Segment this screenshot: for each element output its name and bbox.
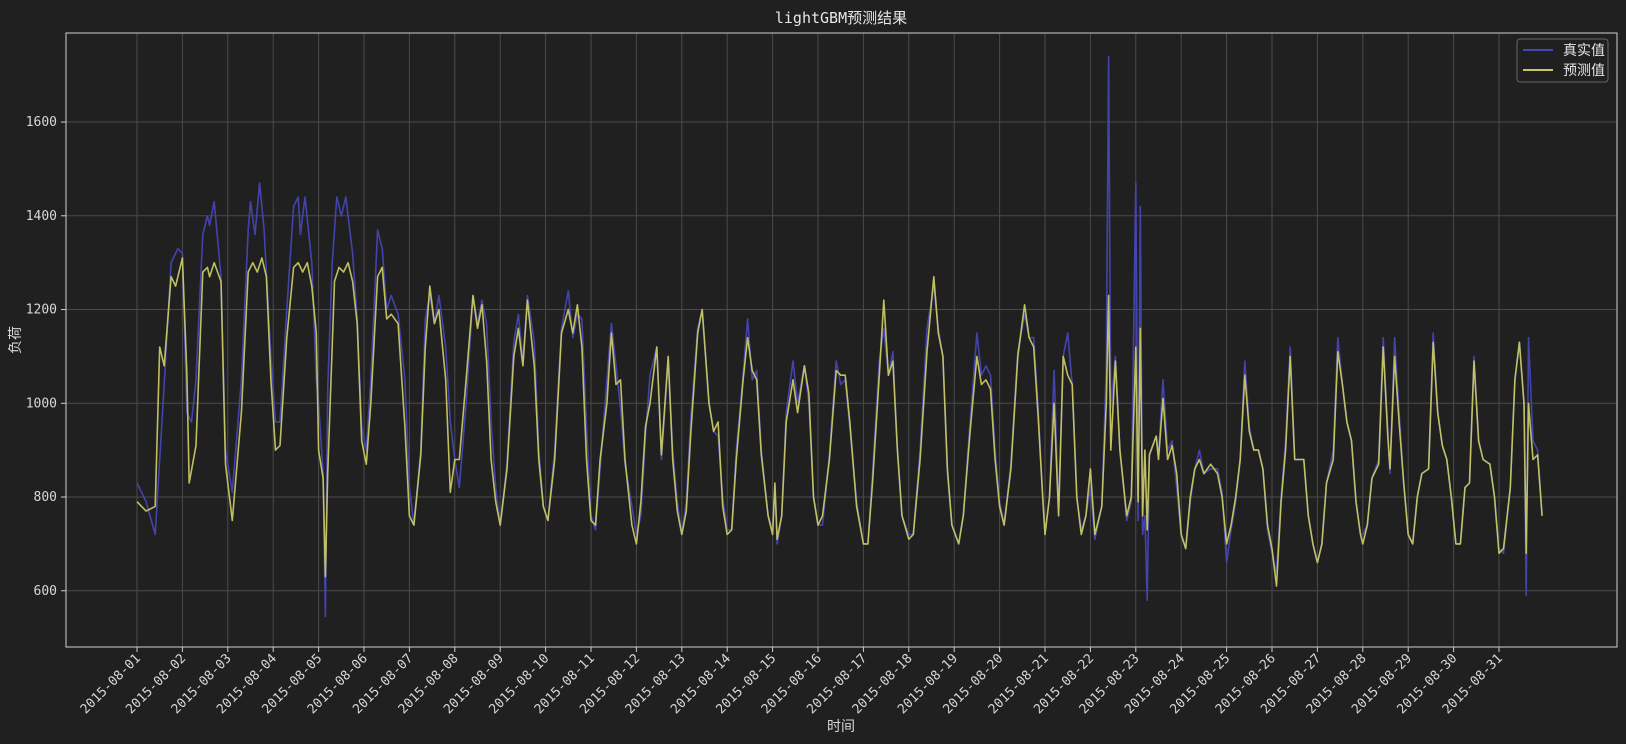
legend-label-pred: 预测值 <box>1563 63 1605 79</box>
y-tick-label: 600 <box>34 584 57 599</box>
series-layer <box>136 55 1543 618</box>
grid <box>66 33 1617 647</box>
legend-label-true: 真实值 <box>1563 43 1605 59</box>
x-axis-label: 时间 <box>827 719 855 735</box>
chart-title: lightGBM预测结果 <box>775 9 907 27</box>
y-tick-label: 1200 <box>26 303 57 318</box>
y-axis-label: 负荷 <box>8 326 24 354</box>
y-tick-label: 1400 <box>26 209 57 224</box>
predicted-value-line <box>136 257 1543 587</box>
y-tick-label: 800 <box>34 490 57 505</box>
y-tick-label: 1000 <box>26 396 57 411</box>
y-tick-label: 1600 <box>26 115 57 130</box>
legend: 真实值 预测值 <box>1516 38 1609 83</box>
plot-frame <box>65 32 1618 648</box>
